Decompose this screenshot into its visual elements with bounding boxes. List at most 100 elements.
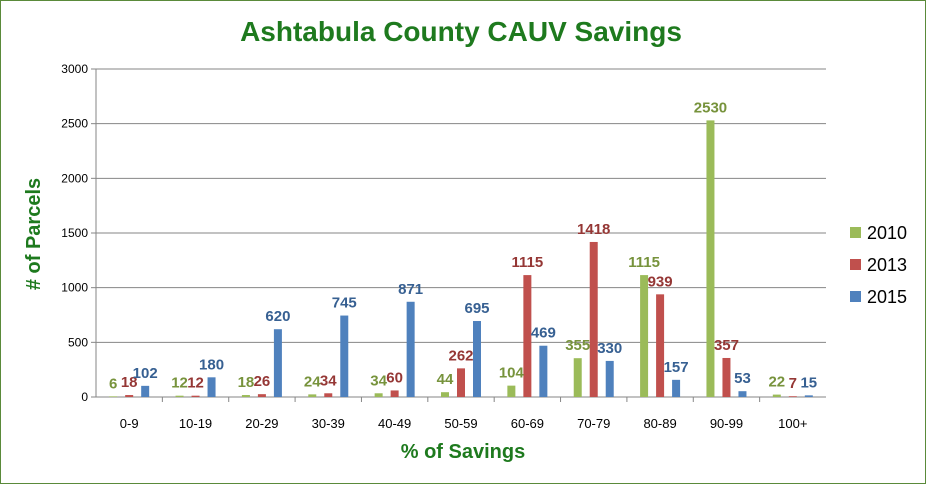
bar-2010 (640, 275, 649, 397)
data-label-2015: 180 (199, 356, 224, 373)
legend-swatch-2013 (850, 259, 861, 270)
data-label-2010: 355 (565, 337, 590, 354)
data-label-2013: 60 (386, 369, 403, 386)
bar-2010 (374, 393, 383, 397)
data-label-2013: 18 (121, 374, 138, 391)
legend-swatch-2010 (850, 227, 861, 238)
bar-2015 (273, 329, 282, 397)
bar-2010 (241, 395, 250, 397)
data-label-2013: 34 (320, 372, 337, 389)
bar-2013 (390, 390, 399, 397)
bar-2015 (738, 391, 747, 397)
bar-2013 (656, 294, 665, 397)
legend-label-2013: 2013 (867, 255, 907, 275)
data-label-2015: 330 (597, 340, 622, 357)
data-label-2010: 2530 (694, 99, 727, 116)
bar-2013 (722, 357, 731, 397)
x-tick-label: 0-9 (120, 416, 139, 431)
grid (91, 68, 826, 398)
x-tick-label: 10-19 (179, 416, 212, 431)
y-tick-label: 2500 (61, 117, 88, 131)
data-label-2010: 34 (370, 372, 387, 389)
data-label-2015: 15 (800, 374, 817, 391)
y-tick-label: 2000 (61, 171, 88, 185)
x-tick-label: 90-99 (710, 416, 743, 431)
data-label-2013: 262 (448, 347, 473, 364)
bar-2015 (340, 315, 349, 397)
bar-2010 (109, 396, 118, 397)
data-label-2010: 104 (499, 365, 525, 382)
bar-2013 (523, 275, 532, 397)
bar-2010 (706, 120, 715, 398)
data-label-2015: 53 (734, 370, 751, 387)
chart-title: Ashtabula County CAUV Savings (240, 16, 682, 47)
data-label-2015: 871 (398, 281, 423, 298)
bar-2010 (441, 392, 449, 397)
bar-2013 (788, 396, 797, 397)
y-tick-label: 1000 (61, 281, 88, 295)
data-label-2013: 12 (187, 375, 204, 392)
data-label-2015: 102 (133, 365, 158, 382)
bar-2015 (804, 395, 813, 397)
data-label-2015: 157 (664, 359, 689, 376)
data-label-2013: 939 (648, 273, 673, 290)
y-tick-label: 1500 (61, 226, 88, 240)
bar-2015 (473, 321, 481, 397)
x-tick-label: 40-49 (378, 416, 411, 431)
data-label-2010: 44 (437, 371, 454, 388)
x-tick-label: 30-39 (312, 416, 345, 431)
data-label-2015: 469 (531, 325, 556, 342)
data-label-2010: 1115 (628, 254, 660, 271)
bar-2010 (772, 394, 781, 397)
x-tick-label: 100+ (778, 416, 807, 431)
x-tick-label: 20-29 (245, 416, 278, 431)
data-label-2015: 695 (464, 300, 489, 317)
data-label-2010: 24 (304, 373, 321, 390)
legend: 2010 2013 2015 (850, 223, 907, 307)
data-label-2013: 7 (789, 375, 797, 392)
bar-2015 (141, 385, 150, 397)
x-tick-label: 80-89 (643, 416, 676, 431)
bar-2010 (507, 385, 516, 397)
data-label-2015: 745 (332, 295, 357, 312)
y-tick-label: 0 (81, 390, 88, 404)
bar-2010 (308, 394, 317, 397)
legend-swatch-2015 (850, 291, 861, 302)
bars (109, 120, 813, 398)
bar-2013 (191, 395, 200, 397)
y-tick-label: 3000 (61, 62, 88, 76)
data-label-2010: 12 (171, 375, 188, 392)
bar-2015 (672, 379, 681, 397)
legend-label-2015: 2015 (867, 287, 907, 307)
bar-2013 (457, 368, 465, 397)
x-axis-title: % of Savings (401, 441, 525, 463)
bar-2015 (207, 377, 216, 397)
bar-2010 (175, 395, 184, 397)
data-label-2013: 357 (714, 337, 739, 354)
y-axis-ticks: 0 500 1000 1500 2000 2500 3000 (61, 62, 88, 404)
x-axis-ticks: 0-9 10-19 20-29 30-39 40-49 50-59 60-69 70-79 80… (120, 397, 807, 431)
data-label-2013: 1115 (512, 254, 544, 271)
y-tick-label: 500 (68, 335, 88, 349)
x-tick-label: 50-59 (444, 416, 477, 431)
bar-2015 (605, 360, 614, 397)
bar-2013 (324, 393, 333, 397)
data-label-2010: 22 (768, 374, 785, 391)
y-axis-title: # of Parcels (23, 178, 45, 290)
bar-2010 (573, 358, 582, 397)
data-label-2015: 620 (265, 308, 290, 325)
data-label-2010: 6 (109, 375, 117, 392)
data-label-2013: 1418 (577, 221, 610, 238)
bar-2013 (125, 395, 134, 397)
bar-2015 (406, 301, 415, 397)
x-tick-label: 60-69 (511, 416, 544, 431)
data-label-2010: 18 (238, 374, 255, 391)
data-label-2013: 26 (254, 373, 271, 390)
x-tick-label: 70-79 (577, 416, 610, 431)
bar-2015 (539, 345, 548, 397)
bar-2013 (257, 394, 266, 397)
bar-2013 (589, 241, 598, 397)
